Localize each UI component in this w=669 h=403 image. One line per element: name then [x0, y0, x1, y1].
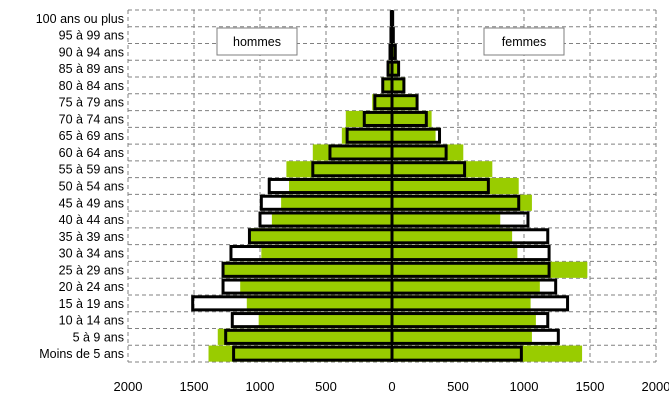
- bar-femmes-filled: [392, 60, 398, 77]
- age-group-label: 25 à 29 ans: [59, 263, 124, 277]
- legend-femmes-label: femmes: [502, 35, 546, 49]
- legend-hommes-box: [216, 27, 298, 56]
- x-tick-label: 500: [447, 379, 469, 394]
- x-tick-labels: 2000 1500 1000 500 0 500 1000 1500 2000: [114, 379, 669, 394]
- bar-hommes-filled: [246, 295, 392, 312]
- age-group-label: 100 ans ou plus: [36, 12, 124, 26]
- age-group-label: 65 à 69 ans: [59, 129, 124, 143]
- age-group-label: 10 à 14 ans: [59, 314, 124, 328]
- bar-hommes-filled: [312, 144, 392, 161]
- bars: [191, 10, 588, 362]
- bar-femmes-filled: [392, 228, 513, 245]
- bar-femmes-filled: [392, 194, 532, 211]
- x-tick-label: 1000: [246, 379, 275, 394]
- age-group-label: 80 à 84 ans: [59, 79, 124, 93]
- age-group-label: 60 à 64 ans: [59, 146, 124, 160]
- bar-femmes-filled: [392, 77, 406, 94]
- age-group-label: 15 à 19 ans: [59, 297, 124, 311]
- bar-hommes-filled: [271, 211, 392, 228]
- age-group-label: 35 à 39 ans: [59, 230, 124, 244]
- age-group-label: 30 à 34 ans: [59, 247, 124, 261]
- bar-hommes-filled: [261, 245, 392, 262]
- x-tick-label: 1500: [180, 379, 209, 394]
- age-group-labels: Moins de 5 ans 5 à 9 ans 10 à 14 ans 15 à 1…: [36, 12, 124, 361]
- legend-femmes-box: [483, 27, 565, 56]
- bar-hommes-filled: [388, 60, 392, 77]
- age-group-label: 50 à 54 ans: [59, 180, 124, 194]
- bar-femmes-filled: [392, 94, 418, 111]
- age-group-label: Moins de 5 ans: [39, 347, 124, 361]
- age-group-label: 85 à 89 ans: [59, 62, 124, 76]
- legend-hommes-label: hommes: [233, 35, 281, 49]
- x-tick-label: 1000: [510, 379, 539, 394]
- age-group-label: 70 à 74 ans: [59, 112, 124, 126]
- bar-hommes-filled: [341, 127, 392, 144]
- age-group-label: 95 à 99 ans: [59, 29, 124, 43]
- bar-hommes-filled: [250, 228, 392, 245]
- bar-hommes-filled: [345, 110, 392, 127]
- age-group-label: 20 à 24 ans: [59, 280, 124, 294]
- bar-femmes-filled: [392, 211, 501, 228]
- bar-hommes-filled: [281, 194, 392, 211]
- bar-hommes-filled: [223, 261, 392, 278]
- x-tick-label: 0: [388, 379, 395, 394]
- age-group-label: 55 à 59 ans: [59, 163, 124, 177]
- x-tick-label: 2000: [642, 379, 669, 394]
- age-group-label: 5 à 9 ans: [73, 330, 124, 344]
- x-tick-label: 500: [315, 379, 337, 394]
- age-group-label: 40 à 44 ans: [59, 213, 124, 227]
- legend-hommes: hommes: [216, 27, 298, 56]
- bar-femmes-filled: [392, 328, 532, 345]
- bar-femmes-filled: [392, 345, 583, 362]
- bar-femmes-filled: [392, 110, 432, 127]
- age-group-label: 75 à 79 ans: [59, 96, 124, 110]
- bar-hommes-filled: [381, 77, 392, 94]
- bar-hommes-filled: [240, 278, 392, 295]
- x-tick-label: 2000: [114, 379, 143, 394]
- bar-femmes-filled: [392, 245, 518, 262]
- x-tick-label: 1500: [576, 379, 605, 394]
- age-group-label: 90 à 94 ans: [59, 45, 124, 59]
- bar-hommes-filled: [289, 177, 392, 195]
- bar-hommes-filled: [217, 328, 392, 345]
- bar-femmes-filled: [392, 278, 540, 295]
- bar-hommes-filled: [208, 345, 392, 362]
- age-group-label: 45 à 49 ans: [59, 196, 124, 210]
- legend-femmes: femmes: [483, 27, 565, 56]
- bar-femmes-filled: [392, 261, 588, 278]
- bar-femmes-filled: [392, 312, 536, 329]
- bar-femmes-filled: [392, 295, 531, 312]
- bar-femmes-filled: [392, 161, 493, 178]
- bar-hommes-filled: [258, 312, 392, 329]
- bar-femmes-filled: [392, 127, 436, 144]
- bar-hommes-filled: [372, 94, 392, 111]
